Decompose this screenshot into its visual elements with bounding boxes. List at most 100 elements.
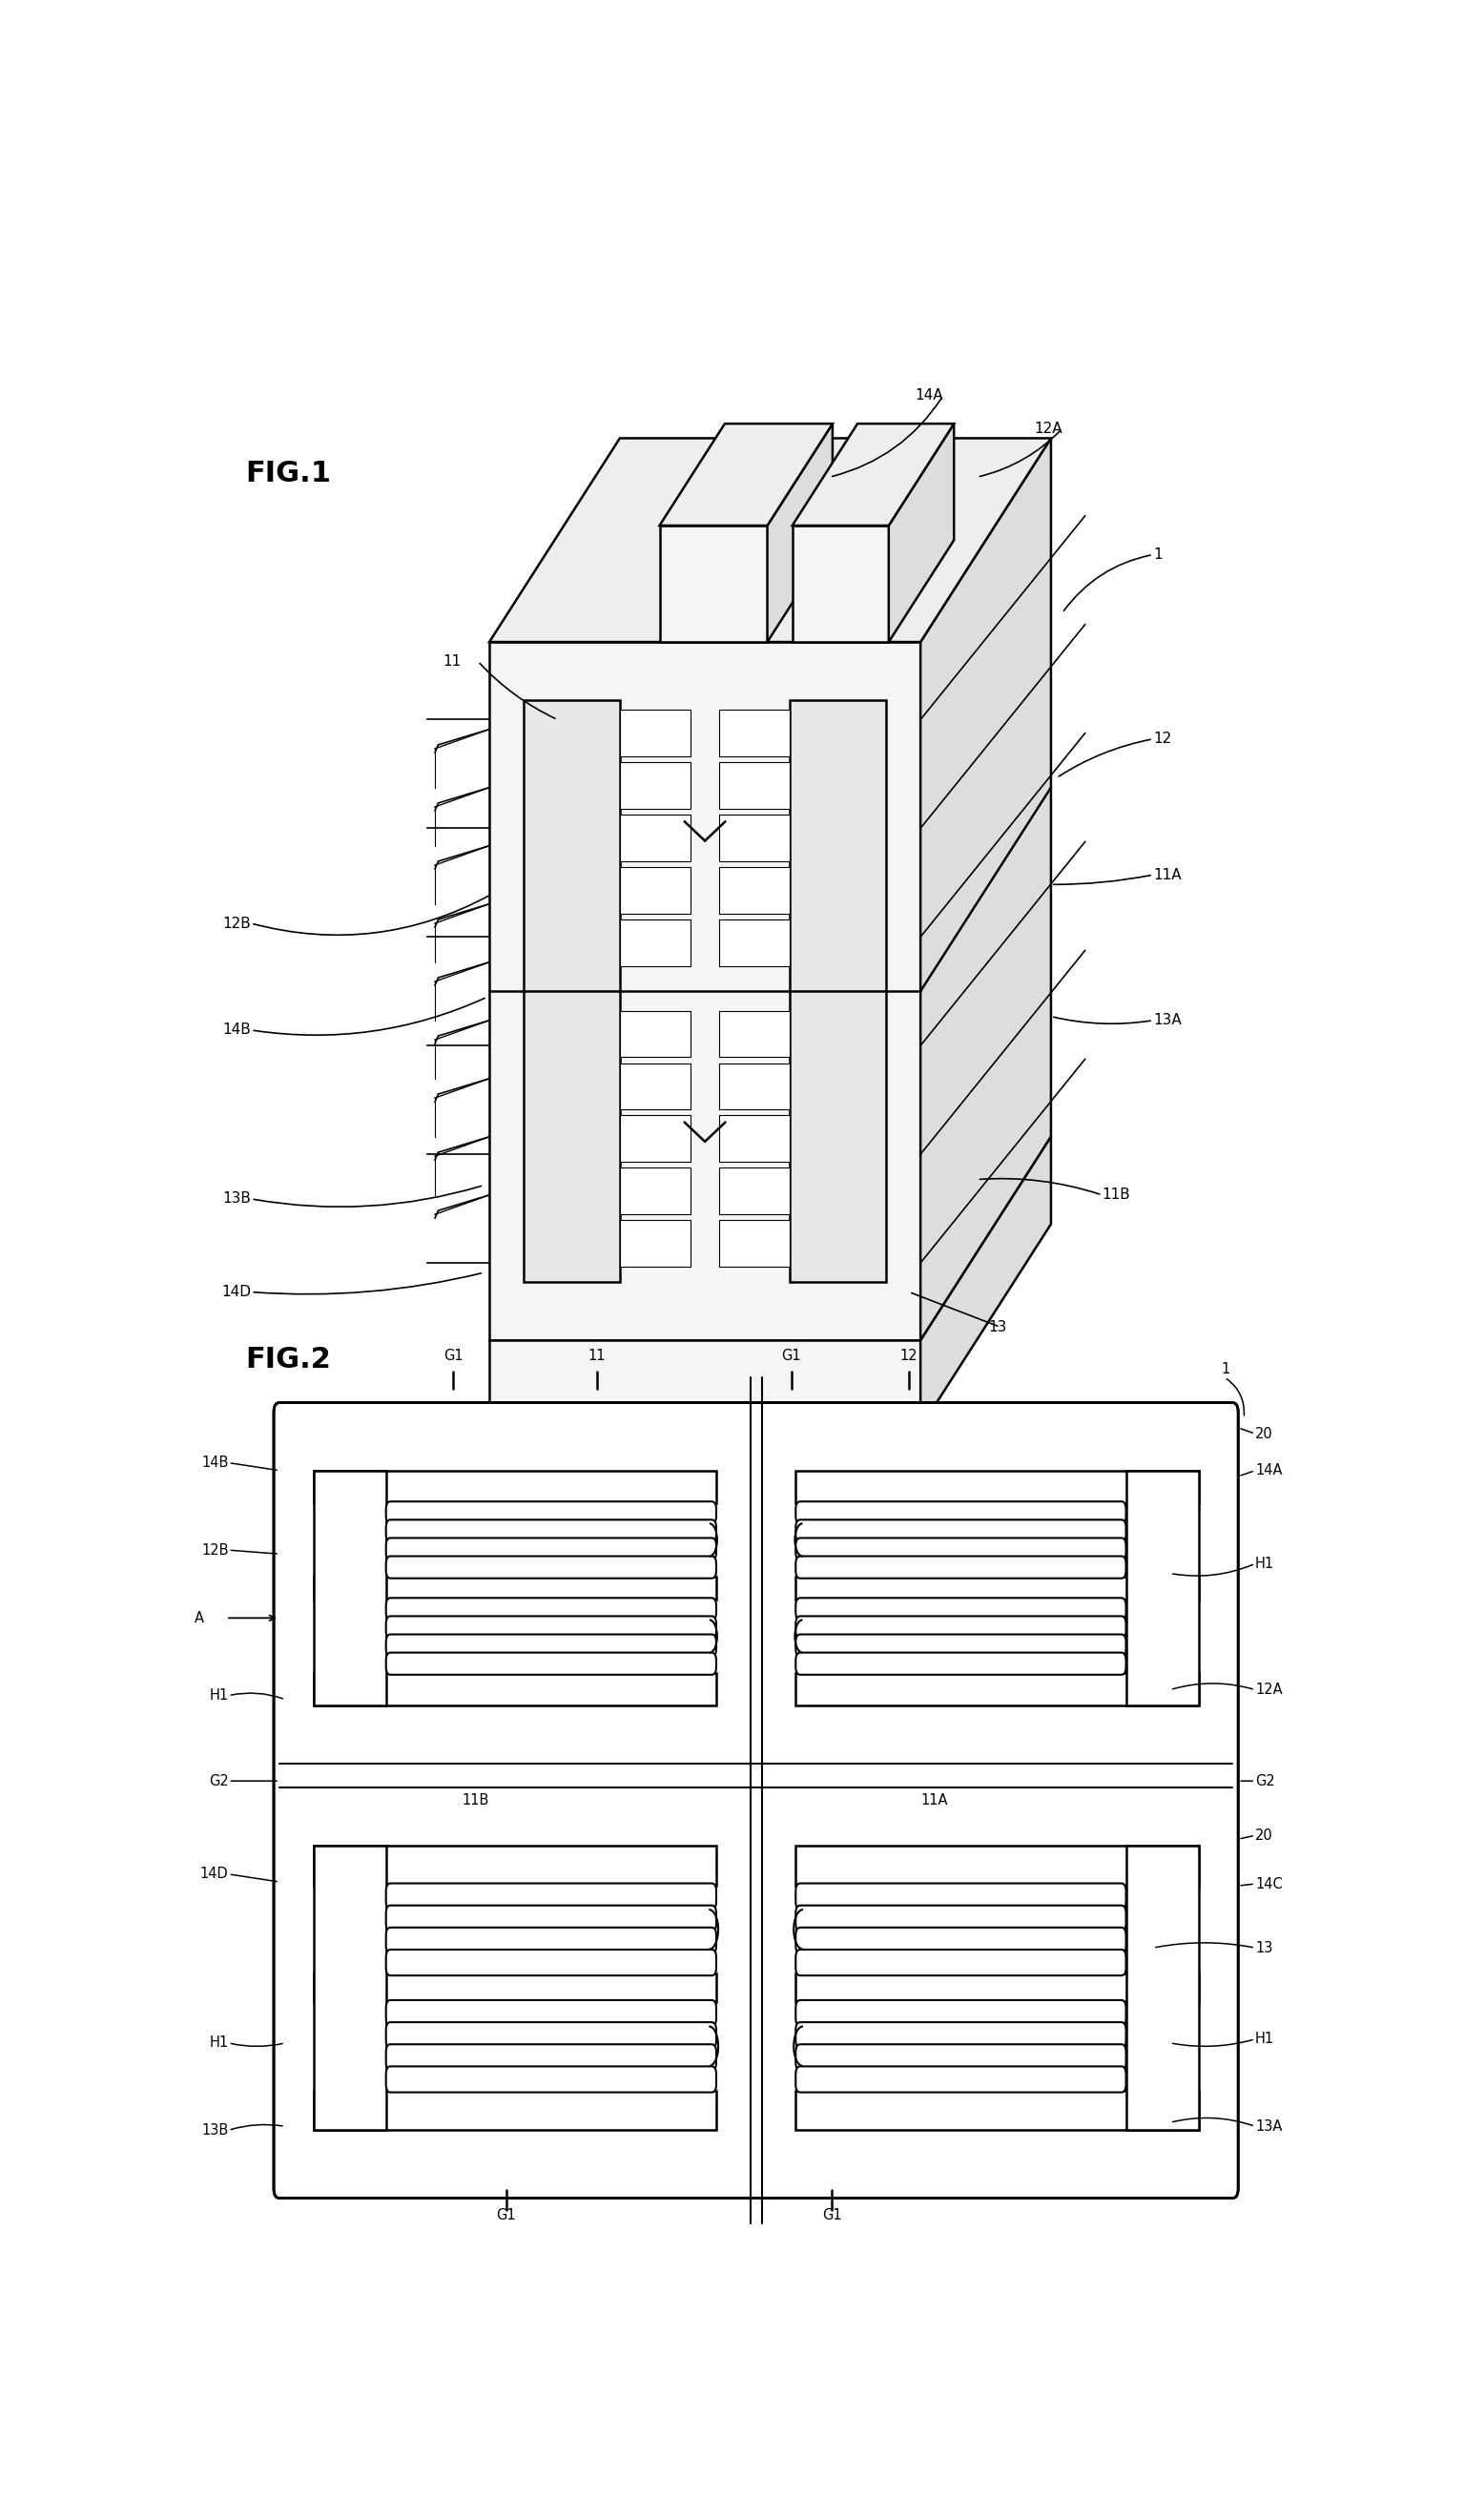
Text: 11A: 11A: [1154, 867, 1181, 882]
FancyBboxPatch shape: [386, 2044, 716, 2071]
Bar: [313, 1472, 716, 1504]
Text: 1: 1: [1221, 1363, 1230, 1376]
FancyBboxPatch shape: [796, 2066, 1126, 2092]
FancyBboxPatch shape: [796, 1502, 1126, 1525]
Text: 12A: 12A: [1255, 1683, 1282, 1696]
Bar: [796, 1472, 1199, 1504]
Bar: [313, 1472, 386, 1706]
Polygon shape: [489, 1341, 921, 1429]
Text: 11B: 11B: [463, 1794, 489, 1807]
Bar: [1126, 1845, 1199, 2129]
FancyBboxPatch shape: [796, 2044, 1126, 2071]
Text: 20: 20: [1255, 1426, 1274, 1441]
FancyBboxPatch shape: [386, 1598, 716, 1620]
Text: 20: 20: [1255, 1827, 1274, 1842]
FancyBboxPatch shape: [796, 1557, 1126, 1578]
Text: 12A: 12A: [1034, 421, 1063, 436]
FancyBboxPatch shape: [796, 1598, 1126, 1620]
Text: H1: H1: [209, 1688, 228, 1704]
Text: G1: G1: [444, 1348, 463, 1363]
Text: 13A: 13A: [1255, 2119, 1282, 2134]
FancyBboxPatch shape: [386, 1635, 716, 1656]
Text: H1: H1: [1255, 1557, 1274, 1570]
Bar: [619, 761, 691, 809]
Text: 14D: 14D: [221, 1285, 252, 1300]
Bar: [313, 2092, 716, 2129]
Text: H1: H1: [209, 2036, 228, 2051]
Bar: [796, 1472, 1199, 1706]
Text: FIG.1: FIG.1: [246, 459, 331, 486]
FancyBboxPatch shape: [386, 1905, 716, 1930]
Bar: [719, 1167, 791, 1215]
Polygon shape: [659, 423, 833, 527]
Bar: [796, 2092, 1199, 2129]
FancyBboxPatch shape: [796, 1882, 1126, 1910]
Text: 14A: 14A: [915, 388, 943, 403]
Bar: [619, 867, 691, 915]
FancyBboxPatch shape: [796, 1905, 1126, 1930]
Bar: [719, 1116, 791, 1162]
Polygon shape: [921, 1137, 1051, 1429]
Polygon shape: [659, 527, 767, 643]
FancyBboxPatch shape: [796, 1635, 1126, 1656]
Bar: [719, 867, 791, 915]
Text: 12B: 12B: [223, 917, 252, 930]
FancyBboxPatch shape: [386, 2066, 716, 2092]
Bar: [619, 1167, 691, 1215]
Bar: [796, 1673, 1199, 1706]
FancyBboxPatch shape: [386, 1882, 716, 1910]
Bar: [619, 1116, 691, 1162]
Text: 11B: 11B: [1102, 1187, 1130, 1202]
Text: 14D: 14D: [201, 1867, 228, 1882]
FancyBboxPatch shape: [796, 1520, 1126, 1542]
Bar: [619, 1011, 691, 1058]
Bar: [313, 1973, 716, 2001]
Text: 11A: 11A: [921, 1794, 947, 1807]
Text: 1: 1: [1154, 547, 1162, 562]
Polygon shape: [792, 527, 889, 643]
Bar: [719, 1063, 791, 1109]
Text: G1: G1: [823, 2208, 842, 2223]
FancyBboxPatch shape: [796, 1615, 1126, 1638]
Bar: [796, 1973, 1199, 2001]
Bar: [719, 761, 791, 809]
Text: 12B: 12B: [201, 1542, 228, 1557]
Text: 13A: 13A: [1154, 1013, 1181, 1028]
FancyBboxPatch shape: [796, 1950, 1126, 1976]
Polygon shape: [889, 423, 955, 643]
FancyBboxPatch shape: [386, 1950, 716, 1976]
Text: 11: 11: [589, 1348, 606, 1363]
Polygon shape: [791, 701, 887, 1283]
Text: 13: 13: [1255, 1940, 1272, 1956]
Bar: [796, 1845, 1199, 2129]
FancyBboxPatch shape: [386, 2021, 716, 2049]
Polygon shape: [524, 701, 619, 1283]
FancyBboxPatch shape: [796, 2021, 1126, 2049]
Polygon shape: [489, 643, 921, 1341]
Text: 13: 13: [988, 1320, 1007, 1333]
Bar: [619, 711, 691, 756]
FancyBboxPatch shape: [386, 1615, 716, 1638]
FancyBboxPatch shape: [274, 1404, 1239, 2197]
Polygon shape: [792, 423, 955, 527]
Text: G1: G1: [496, 2208, 517, 2223]
Bar: [719, 1220, 791, 1268]
Bar: [796, 1845, 1199, 1885]
Polygon shape: [489, 438, 1051, 643]
Text: 13B: 13B: [202, 2124, 228, 2137]
FancyBboxPatch shape: [386, 1653, 716, 1676]
FancyBboxPatch shape: [386, 1502, 716, 1525]
Bar: [1126, 1472, 1199, 1706]
FancyBboxPatch shape: [796, 1537, 1126, 1560]
Bar: [619, 1063, 691, 1109]
Text: 11: 11: [442, 655, 461, 668]
Text: G2: G2: [208, 1774, 228, 1789]
Bar: [619, 1220, 691, 1268]
Text: 14B: 14B: [223, 1023, 252, 1038]
Polygon shape: [767, 423, 833, 643]
FancyBboxPatch shape: [386, 2001, 716, 2026]
Text: 13B: 13B: [223, 1192, 252, 1207]
Text: A: A: [195, 1610, 203, 1625]
Bar: [313, 1472, 716, 1706]
FancyBboxPatch shape: [796, 1928, 1126, 1953]
